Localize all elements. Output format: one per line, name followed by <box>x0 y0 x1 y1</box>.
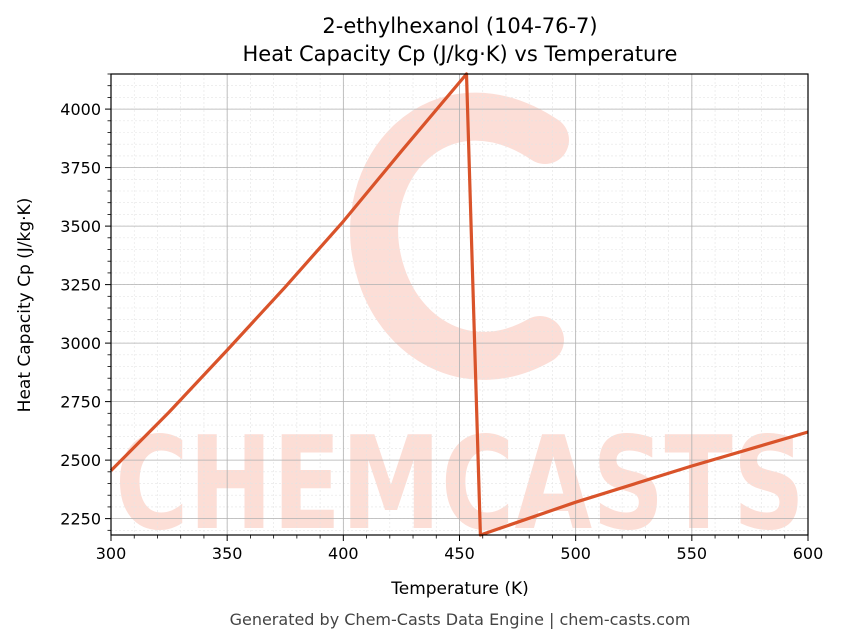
x-tick-label: 500 <box>560 544 591 563</box>
chart-title: 2-ethylhexanol (104-76-7) <box>322 14 597 38</box>
x-tick-label: 350 <box>212 544 243 563</box>
watermark-logo: CHEMCASTS <box>115 92 805 559</box>
chart-subtitle: Heat Capacity Cp (J/kg·K) vs Temperature <box>243 42 678 66</box>
x-tick-label: 400 <box>328 544 359 563</box>
y-tick-label: 3750 <box>60 159 101 178</box>
y-tick-label: 2250 <box>60 510 101 529</box>
x-axis-ticks: 300 350 400 450 500 550 600 <box>96 535 824 563</box>
series-line-cp <box>109 72 809 537</box>
x-tick-label: 550 <box>677 544 708 563</box>
y-tick-label: 2750 <box>60 393 101 412</box>
x-tick-label: 300 <box>96 544 127 563</box>
y-tick-label: 3250 <box>60 276 101 295</box>
footer-credit: Generated by Chem-Casts Data Engine | ch… <box>230 610 691 629</box>
y-tick-label: 3000 <box>60 334 101 353</box>
y-axis-label: Heat Capacity Cp (J/kg·K) <box>15 198 35 413</box>
watermark-text: CHEMCASTS <box>115 410 805 559</box>
x-tick-label: 600 <box>793 544 824 563</box>
y-tick-label: 2500 <box>60 451 101 470</box>
x-axis-label: Temperature (K) <box>390 579 529 599</box>
y-axis-ticks: 2250 2500 2750 3000 3250 3500 3750 4000 <box>60 73 111 531</box>
y-tick-label: 4000 <box>60 100 101 119</box>
x-tick-label: 450 <box>444 544 475 563</box>
y-tick-label: 3500 <box>60 217 101 236</box>
